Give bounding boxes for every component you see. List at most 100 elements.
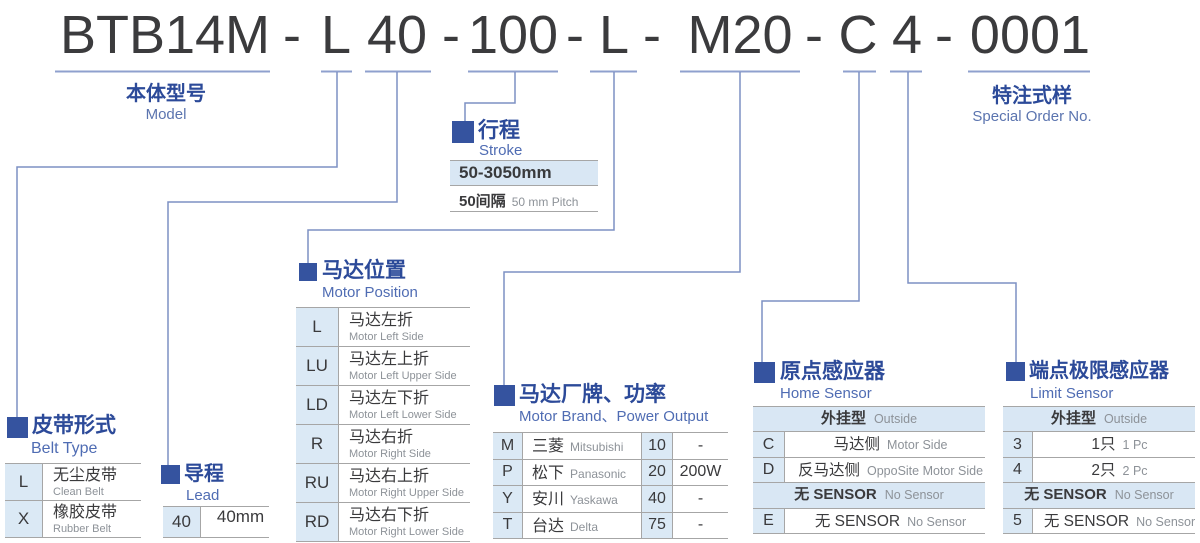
table-row: 3 1只 1 Pc [1003,432,1195,458]
brand-en: Panasonic [570,466,627,481]
table-row: RU 马达右上折 Motor Right Upper Side [296,464,470,503]
power-code: 75 [642,512,673,538]
group-header-outside: 外挂型 Outside [1003,407,1195,433]
hyphen: - [643,5,661,65]
power-output: - [697,489,704,507]
brand-zh: 台达 [532,517,565,535]
stroke-title-zh: 行程 [478,119,520,142]
hyphen: - [566,5,584,65]
belt-type-table: L 无尘皮带 Clean Belt X 橡胶皮带 Rubber Belt [5,463,141,538]
option-en: 1 Pc [1122,438,1148,453]
table-row: 40 40mm [163,507,269,538]
brand-zh: 松下 [532,464,565,482]
group-en: Outside [873,412,918,426]
limit-sensor-bullet-icon [1006,362,1025,381]
code-segment-motor-position: L [598,5,630,65]
code-segment-limit-sensor: 4 [891,5,923,65]
group-header-no-sensor: 无 SENSOR No Sensor [753,483,985,509]
option-en: Rubber Belt [53,522,112,535]
power-output: 200W [679,463,722,481]
group-zh: 外挂型 [1050,410,1096,427]
group-en: No Sensor [1114,488,1174,503]
hyphen: - [283,5,301,65]
motor-brand-title-en: Motor Brand、Power Output [519,408,709,425]
option-en: Motor Right Side [349,447,431,460]
motor-brand-title-zh: 马达厂牌、功率 [519,383,666,406]
home-sensor-bullet-icon [754,362,775,383]
model-label-en: Model [145,106,187,123]
group-en: Outside [1103,412,1148,426]
option-en: Clean Belt [53,485,104,498]
table-row: D 反马达侧 OppoSite Motor Side [753,457,985,484]
option-en: 2 Pc [1122,463,1148,478]
motor-position-title-zh: 马达位置 [322,259,406,282]
belt-type-bullet-icon [7,417,28,438]
hyphen: - [805,5,823,65]
option-zh: 无尘皮带 [53,467,118,485]
group-en: No Sensor [884,488,944,503]
group-zh: 外挂型 [820,410,866,427]
option-en: No Sensor [1136,514,1196,529]
motor-brand-table: M 三菱 Mitsubishi 10 - P 松下 Panasonic 20 200… [493,432,728,539]
table-row: RD 马达右下折 Motor Right Lower Side [296,503,470,542]
option-en: OppoSite Motor Side [866,463,984,478]
code-segment-stroke: 100 [467,5,559,65]
hyphen: - [442,5,460,65]
group-zh: 无 SENSOR [794,486,877,504]
table-row: 4 2只 2 Pc [1003,457,1195,484]
option-code: 3 [1003,432,1033,457]
option-en: Motor Left Upper Side [349,369,457,382]
option-zh: 马达右上折 [349,468,430,486]
option-zh: 无 SENSOR [1043,512,1130,530]
power-code: 10 [642,433,673,459]
lead-title-en: Lead [186,487,220,504]
table-row: P 松下 Panasonic 20 200W [493,459,728,486]
option-zh: 马达左折 [349,312,414,330]
table-row: E 无 SENSOR No Sensor [753,508,985,534]
connector-home-sensor [761,72,860,364]
group-header-no-sensor: 无 SENSOR No Sensor [1003,483,1195,509]
option-code: C [753,432,785,457]
table-row: L 无尘皮带 Clean Belt [5,464,141,501]
table-row: C 马达侧 Motor Side [753,432,985,458]
lead-value: 40mm [216,507,265,526]
option-code: D [753,457,785,483]
code-segment-series: BTB14M [59,5,271,65]
belt-type-title-en: Belt Type [31,440,98,457]
limit-sensor-title-en: Limit Sensor [1030,385,1114,402]
option-en: Motor Side [887,438,948,453]
option-en: No Sensor [907,514,967,529]
option-code: RD [296,503,339,541]
power-code: 20 [642,459,673,485]
option-zh: 反马达侧 [797,461,860,479]
option-zh: 马达右下折 [349,507,430,525]
motor-position-title-en: Motor Position [322,284,418,301]
option-code: E [753,508,785,533]
option-code: 5 [1003,508,1033,533]
brand-code: P [493,459,523,485]
brand-en: Mitsubishi [570,440,624,454]
special-order-label-zh: 特注式样 [992,85,1072,107]
code-segment-special-order: 0001 [969,5,1091,65]
option-en: Motor Left Side [349,330,424,343]
brand-en: Yaskawa [570,493,618,507]
option-code: LD [296,386,339,424]
power-output: - [697,436,704,454]
home-sensor-title-zh: 原点感应器 [780,360,885,383]
option-code: RU [296,464,339,502]
table-row: R 马达右折 Motor Right Side [296,425,470,464]
table-row: LU 马达左上折 Motor Left Upper Side [296,347,470,386]
option-code: R [296,425,339,463]
lead-title-zh: 导程 [184,463,224,485]
table-row: X 橡胶皮带 Rubber Belt [5,501,141,538]
table-row: Y 安川 Yaskawa 40 - [493,486,728,513]
stroke-table: 50-3050mm 50间隔 50 mm Pitch [450,160,598,212]
code-segment-home-sensor: C [838,5,878,65]
limit-sensor-table: 外挂型 Outside 3 1只 1 Pc 4 2只 2 Pc 无 SENSOR N… [1003,406,1195,534]
hyphen: - [935,5,953,65]
stroke-range-value: 50-3050mm [459,163,552,182]
brand-code: T [493,512,523,538]
stroke-bullet-icon [452,121,474,143]
option-zh: 2只 [1091,461,1116,479]
